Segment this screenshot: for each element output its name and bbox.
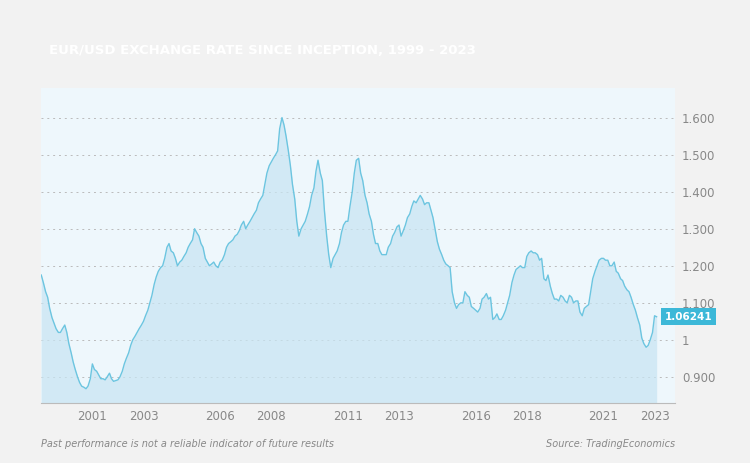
Text: Source: TradingEconomics: Source: TradingEconomics <box>546 439 675 449</box>
Text: 1.06241: 1.06241 <box>665 312 712 322</box>
Text: EUR/USD EXCHANGE RATE SINCE INCEPTION, 1999 - 2023: EUR/USD EXCHANGE RATE SINCE INCEPTION, 1… <box>50 44 476 57</box>
Text: Past performance is not a reliable indicator of future results: Past performance is not a reliable indic… <box>41 439 334 449</box>
